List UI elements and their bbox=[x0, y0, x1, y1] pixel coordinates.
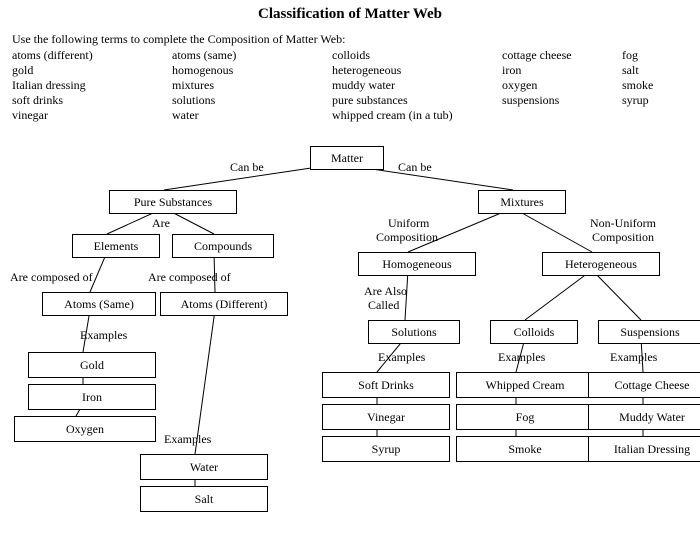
node-solutions: Solutions bbox=[368, 320, 460, 344]
node-water: Water bbox=[140, 454, 268, 480]
label-examples-compounds: Examples bbox=[164, 432, 211, 447]
label-composed-of-1: Are composed of bbox=[10, 270, 93, 285]
node-atoms-same: Atoms (Same) bbox=[42, 292, 156, 316]
node-muddy-water: Muddy Water bbox=[588, 404, 700, 430]
node-elements: Elements bbox=[72, 234, 160, 258]
node-fog: Fog bbox=[456, 404, 594, 430]
node-atoms-different: Atoms (Different) bbox=[160, 292, 288, 316]
label-can-be-right: Can be bbox=[398, 160, 432, 175]
label-can-be-left: Can be bbox=[230, 160, 264, 175]
node-vinegar: Vinegar bbox=[322, 404, 450, 430]
label-nonuniform-1: Non-Uniform bbox=[590, 216, 656, 231]
label-also-called-1: Are Also bbox=[364, 284, 407, 299]
node-syrup: Syrup bbox=[322, 436, 450, 462]
node-pure-substances: Pure Substances bbox=[109, 190, 237, 214]
label-composed-of-2: Are composed of bbox=[148, 270, 231, 285]
label-are: Are bbox=[152, 216, 170, 231]
node-colloids: Colloids bbox=[490, 320, 578, 344]
label-examples-suspensions: Examples bbox=[610, 350, 657, 365]
node-homogeneous: Homogeneous bbox=[358, 252, 476, 276]
label-uniform-2: Composition bbox=[376, 230, 438, 245]
label-uniform-1: Uniform bbox=[388, 216, 429, 231]
label-examples-elements: Examples bbox=[80, 328, 127, 343]
label-also-called-2: Called bbox=[368, 298, 399, 313]
diagram-root: { "title": "Classification of Matter Web… bbox=[0, 0, 700, 538]
node-heterogeneous: Heterogeneous bbox=[542, 252, 660, 276]
node-iron: Iron bbox=[28, 384, 156, 410]
label-examples-solutions: Examples bbox=[378, 350, 425, 365]
node-gold: Gold bbox=[28, 352, 156, 378]
node-suspensions: Suspensions bbox=[598, 320, 700, 344]
node-cottage-cheese: Cottage Cheese bbox=[588, 372, 700, 398]
node-matter: Matter bbox=[310, 146, 384, 170]
node-italian-dressing: Italian Dressing bbox=[588, 436, 700, 462]
label-examples-colloids: Examples bbox=[498, 350, 545, 365]
node-mixtures: Mixtures bbox=[478, 190, 566, 214]
node-smoke: Smoke bbox=[456, 436, 594, 462]
label-nonuniform-2: Composition bbox=[592, 230, 654, 245]
node-oxygen: Oxygen bbox=[14, 416, 156, 442]
node-whipped-cream: Whipped Cream bbox=[456, 372, 594, 398]
node-salt: Salt bbox=[140, 486, 268, 512]
node-soft-drinks: Soft Drinks bbox=[322, 372, 450, 398]
node-compounds: Compounds bbox=[172, 234, 274, 258]
